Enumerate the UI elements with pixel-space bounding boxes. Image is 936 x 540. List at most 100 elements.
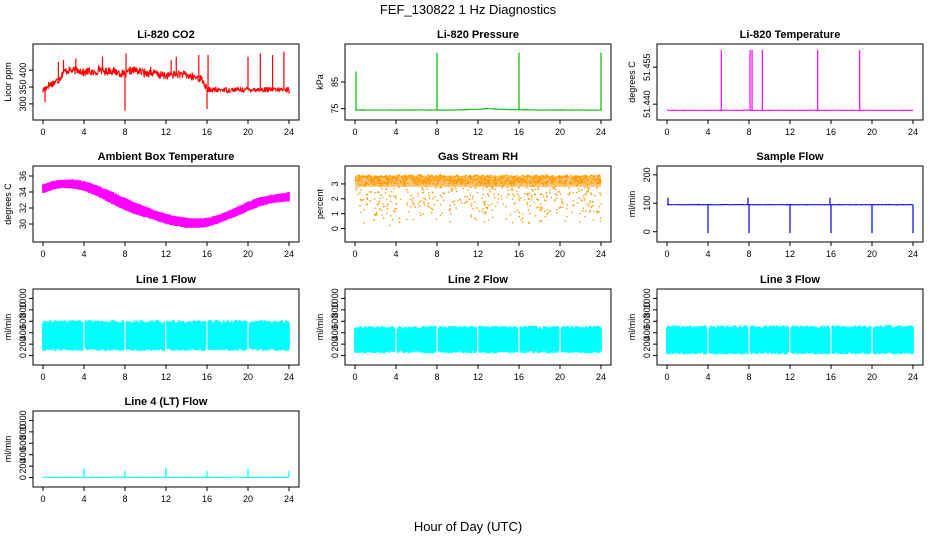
x-tick-label: 0: [40, 372, 45, 382]
panel-title: Li-820 Pressure: [437, 29, 519, 41]
chart-panel: Li-820 Pressure 0 4 8 12 16 20 24 75 85 kPa: [315, 29, 612, 137]
series-dense-band: [355, 175, 601, 187]
y-tick-label: 1000: [642, 288, 652, 308]
plot-content: [354, 325, 602, 354]
y-tick-label: 0: [642, 229, 652, 234]
y-tick-label: 30: [18, 219, 28, 229]
plot-content: [42, 179, 290, 228]
y-tick-label: 200: [642, 337, 652, 352]
y-tick-label: 0: [330, 353, 340, 358]
y-axis-label: degrees C: [627, 61, 637, 103]
x-tick-label: 24: [284, 494, 294, 504]
y-tick-label: 34: [18, 187, 28, 197]
y-tick-label: 400: [18, 325, 28, 340]
x-tick-label: 8: [746, 372, 751, 382]
x-tick-label: 24: [596, 372, 606, 382]
y-tick-label: 85: [330, 77, 340, 87]
plot-frame: [344, 43, 612, 121]
y-tick-label: 400: [18, 63, 28, 78]
y-tick-label: 0: [330, 226, 340, 231]
x-tick-label: 20: [867, 249, 877, 259]
y-tick-label: 200: [642, 167, 652, 182]
x-tick-label: 24: [908, 249, 918, 259]
x-tick-label: 4: [81, 494, 86, 504]
chart-panel: Ambient Box Temperature 0 4 8 12 16 20 24 30 32 34…: [3, 151, 300, 259]
x-tick-label: 12: [161, 372, 171, 382]
x-tick-label: 0: [40, 127, 45, 137]
panel-title: Sample Flow: [756, 151, 824, 163]
plot-content: [666, 197, 914, 234]
y-tick-label: 1000: [18, 288, 28, 308]
y-tick-label: 0: [18, 353, 28, 358]
x-tick-label: 0: [664, 372, 669, 382]
y-tick-label: 300: [18, 96, 28, 111]
y-tick-label: 51.455: [642, 53, 652, 81]
y-tick-label: 1000: [330, 288, 340, 308]
panel-title: Line 4 (LT) Flow: [125, 396, 208, 408]
x-tick-label: 16: [202, 249, 212, 259]
x-tick-label: 24: [596, 127, 606, 137]
x-tick-label: 24: [284, 372, 294, 382]
y-axis-label: degrees C: [3, 183, 13, 225]
chart-panel: Li-820 Temperature 0 4 8 12 16 20 24 51.440 51.45…: [627, 29, 924, 137]
x-tick-label: 8: [122, 127, 127, 137]
y-tick-label: 600: [18, 436, 28, 451]
panel-title: Line 3 Flow: [760, 274, 820, 286]
x-tick-label: 0: [40, 494, 45, 504]
y-tick-label: 200: [18, 337, 28, 352]
x-tick-label: 8: [122, 494, 127, 504]
x-tick-label: 4: [81, 249, 86, 259]
y-tick-label: 2: [330, 196, 340, 201]
x-tick-label: 8: [122, 249, 127, 259]
plot-content: [667, 50, 914, 112]
y-tick-label: 600: [330, 314, 340, 329]
plot-content: [355, 174, 602, 227]
x-tick-label: 0: [664, 249, 669, 259]
y-tick-label: 0: [18, 475, 28, 480]
panel-title: Ambient Box Temperature: [98, 151, 235, 163]
x-tick-label: 16: [514, 127, 524, 137]
y-axis-label: ml/min: [627, 191, 637, 218]
x-tick-label: 8: [434, 372, 439, 382]
x-tick-label: 24: [908, 372, 918, 382]
y-tick-label: 3: [330, 181, 340, 186]
x-tick-label: 12: [161, 494, 171, 504]
y-axis-label: ml/min: [315, 314, 325, 341]
y-tick-label: 0: [642, 353, 652, 358]
y-axis-label: kPa: [315, 74, 325, 90]
x-tick-label: 4: [81, 372, 86, 382]
x-tick-label: 12: [473, 127, 483, 137]
x-tick-label: 20: [555, 372, 565, 382]
x-tick-label: 12: [161, 127, 171, 137]
x-tick-label: 16: [202, 494, 212, 504]
x-tick-label: 16: [202, 372, 212, 382]
x-tick-label: 4: [81, 127, 86, 137]
x-tick-label: 0: [352, 249, 357, 259]
x-tick-label: 8: [434, 127, 439, 137]
x-tick-label: 24: [596, 249, 606, 259]
x-tick-label: 4: [393, 249, 398, 259]
series-band: [42, 320, 290, 351]
x-tick-label: 12: [785, 127, 795, 137]
x-tick-label: 8: [122, 372, 127, 382]
y-tick-label: 600: [642, 314, 652, 329]
x-tick-label: 20: [243, 249, 253, 259]
y-tick-label: 75: [330, 104, 340, 114]
x-tick-label: 20: [243, 494, 253, 504]
x-tick-label: 20: [867, 127, 877, 137]
panel-title: Li-820 Temperature: [740, 29, 841, 41]
x-tick-label: 16: [826, 372, 836, 382]
x-tick-label: 12: [473, 249, 483, 259]
y-tick-label: 600: [18, 314, 28, 329]
x-tick-label: 4: [705, 127, 710, 137]
x-tick-label: 0: [352, 372, 357, 382]
y-tick-label: 1: [330, 211, 340, 216]
panel-title: Gas Stream RH: [438, 151, 518, 163]
x-tick-label: 24: [284, 249, 294, 259]
